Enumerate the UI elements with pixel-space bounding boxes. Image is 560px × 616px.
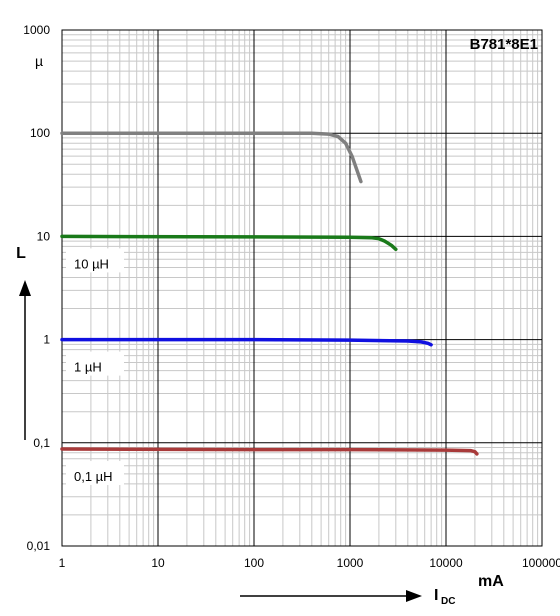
x-axis-label: I: [434, 587, 438, 604]
series-annotation: 1 µH: [74, 360, 102, 375]
y-tick-label: 10: [37, 229, 51, 243]
series-annotation: 0,1 µH: [74, 469, 113, 484]
y-tick-label: 0,1: [33, 436, 50, 450]
x-tick-label: 10000: [429, 556, 463, 570]
series-line: [60, 337, 433, 347]
y-axis-label: L: [16, 245, 26, 262]
series-annotation-box: [66, 248, 124, 273]
plot-border: [61, 29, 543, 547]
y-tick-label: 1: [43, 333, 50, 347]
series-annotation: 10 µH: [74, 256, 109, 271]
y-axis-unit: µ: [35, 53, 43, 69]
x-tick-label: 100: [244, 556, 264, 570]
grid-major: [61, 29, 543, 547]
series-line: [60, 447, 479, 456]
x-tick-label: 10: [151, 556, 165, 570]
y-axis-arrow-head: [19, 280, 31, 296]
chart-title: B781*8E1: [470, 36, 538, 53]
series-line: [60, 131, 363, 184]
y-tick-label: 1000: [23, 23, 50, 37]
x-tick-label: 1000: [337, 556, 364, 570]
labels-layer: 1 10 100 1000 10000 100000 0,01 0,1 1 10 100 1000 10…: [23, 23, 560, 570]
grid-minor: [62, 30, 542, 546]
series-layer: [60, 131, 479, 456]
series-line: [60, 234, 398, 252]
x-tick-label: 100000: [522, 556, 560, 570]
series-annotation-box: [66, 461, 124, 486]
x-axis-label-subscript: DC: [441, 596, 455, 607]
y-tick-label: 0,01: [27, 539, 51, 553]
x-axis-arrow-head: [406, 590, 422, 602]
y-tick-label: 100: [30, 126, 50, 140]
x-axis-unit: mA: [478, 573, 504, 590]
series-annotation-box: [66, 351, 124, 376]
x-tick-label: 1: [59, 556, 66, 570]
